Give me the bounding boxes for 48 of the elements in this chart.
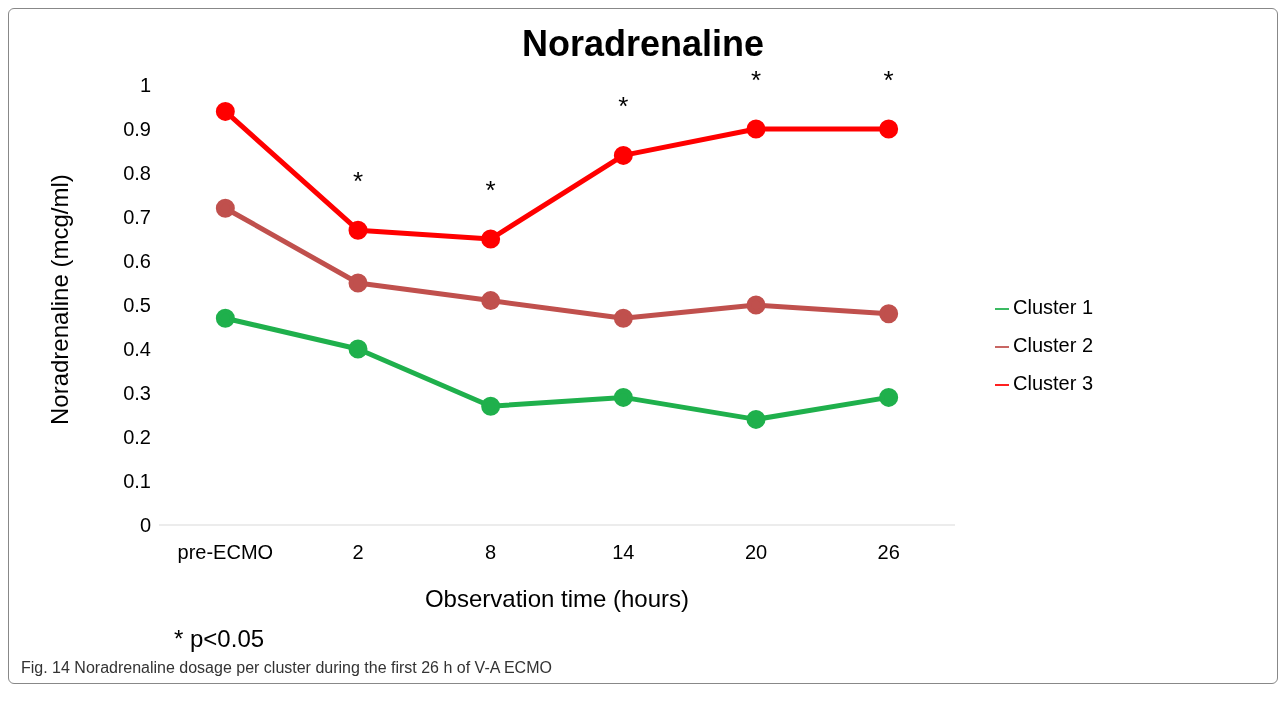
y-tick-label: 0.1: [123, 470, 151, 493]
point: [879, 119, 899, 139]
point: [746, 295, 766, 315]
x-tick-label: 2: [352, 541, 364, 564]
point: [613, 145, 633, 165]
x-tick-label: 26: [877, 541, 900, 564]
chart-title: Noradrenaline: [520, 22, 766, 65]
legend-label: Cluster 3: [1013, 372, 1094, 394]
y-tick-label: 0.4: [123, 338, 151, 361]
point: [613, 387, 633, 407]
annotation: *: [485, 175, 496, 205]
annotation: *: [883, 65, 894, 95]
point: [481, 396, 501, 416]
y-tick-label: 0.6: [123, 250, 151, 273]
point: [481, 291, 501, 311]
legend-label: Cluster 2: [1013, 334, 1094, 356]
point: [215, 308, 235, 328]
y-tick-label: 0.2: [123, 426, 151, 449]
caption: Fig. 14 Noradrenaline dosage per cluster during the first 26 h of V-A ECMO: [20, 659, 553, 678]
annotation: *: [618, 91, 629, 122]
y-tick-label: 0.8: [123, 162, 151, 185]
point: [481, 229, 501, 249]
point: [746, 119, 766, 139]
point: [746, 409, 766, 429]
x-tick-label: 14: [612, 541, 635, 564]
point: [348, 339, 368, 359]
y-tick-label: 0.5: [123, 294, 151, 317]
y-tick-label: 1: [139, 74, 151, 97]
x-axis-title: Observation time (hours): [424, 585, 690, 612]
point: [613, 308, 633, 328]
y-tick-label: 0.9: [123, 118, 151, 141]
point: [215, 198, 235, 218]
x-tick-label: 8: [485, 541, 497, 564]
x-tick-label: 20: [744, 541, 768, 564]
y-tick-label: 0: [139, 514, 151, 537]
point: [348, 220, 368, 240]
y-tick-label: 0.7: [123, 206, 151, 229]
x-tick-label: pre-ECMO: [177, 541, 274, 564]
point: [348, 273, 368, 293]
point: [215, 101, 235, 121]
annotation: *: [352, 166, 364, 197]
point: [879, 304, 899, 324]
y-axis-title: Noradrenaline (mcg/ml): [45, 174, 73, 425]
legend-label: Cluster 1: [1013, 296, 1094, 318]
text: * p<0.05: [173, 625, 266, 654]
y-tick-label: 0.3: [123, 382, 151, 405]
point: [879, 387, 899, 407]
annotation: *: [750, 65, 762, 95]
